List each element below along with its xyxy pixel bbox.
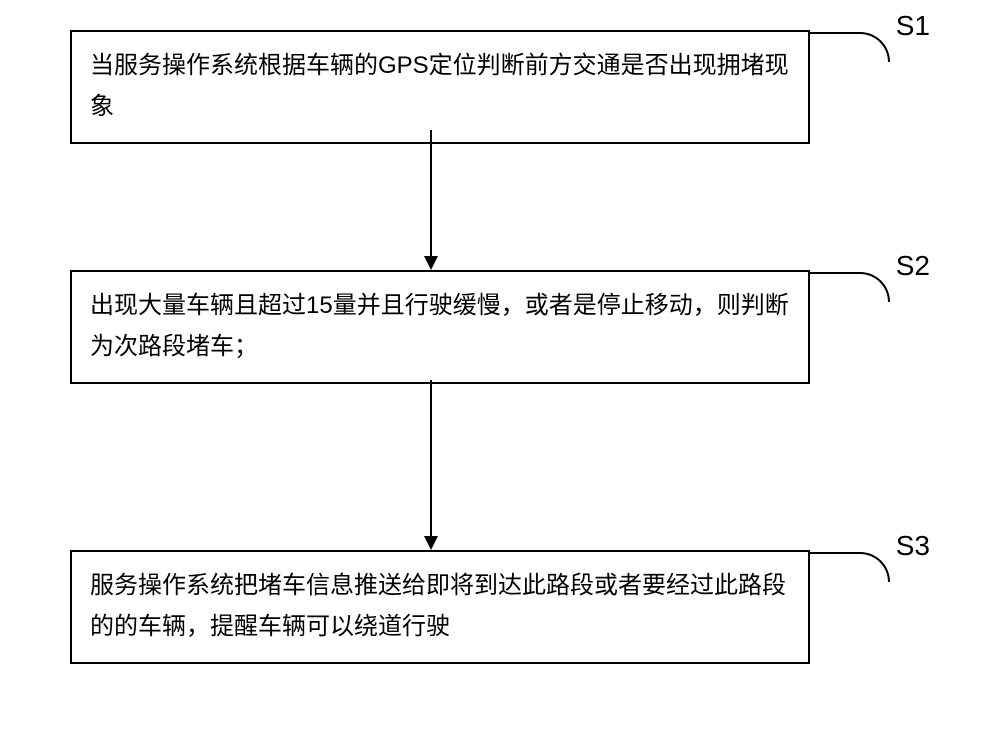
arrow-2 [430,380,432,536]
flowchart-container: 当服务操作系统根据车辆的GPS定位判断前方交通是否出现拥堵现象 S1 出现大量车… [0,0,1000,749]
label-s2: S2 [896,250,930,282]
arrow-1 [430,130,432,256]
connector-1 [810,32,890,62]
label-s1: S1 [896,10,930,42]
label-s3: S3 [896,530,930,562]
arrow-head-2 [424,536,438,550]
connector-2 [810,272,890,302]
arrow-head-1 [424,256,438,270]
step-1-text: 当服务操作系统根据车辆的GPS定位判断前方交通是否出现拥堵现象 [90,52,789,120]
flowchart-step-2: 出现大量车辆且超过15量并且行驶缓慢，或者是停止移动，则判断为次路段堵车； [70,270,810,384]
connector-3 [810,552,890,582]
step-3-text: 服务操作系统把堵车信息推送给即将到达此路段或者要经过此路段的的车辆，提醒车辆可以… [90,572,786,640]
flowchart-step-1: 当服务操作系统根据车辆的GPS定位判断前方交通是否出现拥堵现象 [70,30,810,144]
flowchart-step-3: 服务操作系统把堵车信息推送给即将到达此路段或者要经过此路段的的车辆，提醒车辆可以… [70,550,810,664]
step-2-text: 出现大量车辆且超过15量并且行驶缓慢，或者是停止移动，则判断为次路段堵车； [90,292,789,360]
